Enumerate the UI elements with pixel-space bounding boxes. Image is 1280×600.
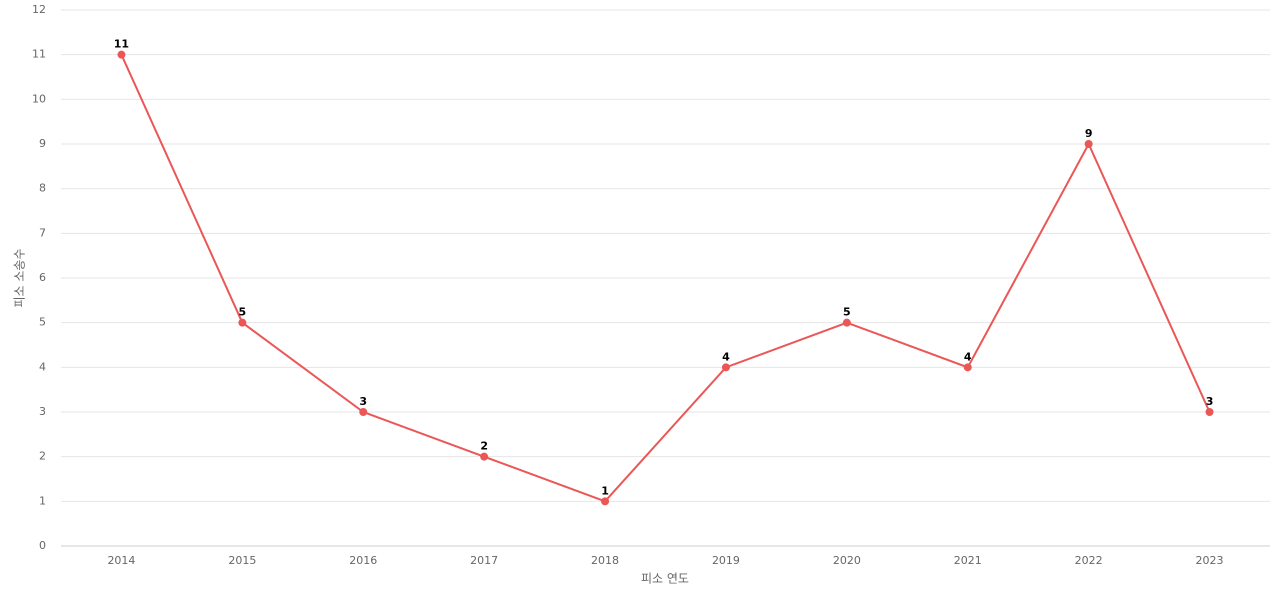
- y-tick-label: 10: [32, 92, 46, 105]
- x-tick-label: 2015: [228, 554, 256, 567]
- y-tick-label: 3: [39, 405, 46, 418]
- value-label: 2: [480, 440, 488, 453]
- y-tick-label: 4: [39, 360, 46, 373]
- point: [601, 497, 610, 506]
- point: [963, 363, 972, 372]
- value-label: 4: [722, 350, 730, 363]
- point: [480, 452, 489, 461]
- value-label: 3: [1206, 395, 1214, 408]
- y-tick-label: 2: [39, 450, 46, 463]
- y-tick-label: 5: [39, 316, 46, 329]
- point: [238, 318, 247, 327]
- x-tick-label: 2017: [470, 554, 498, 567]
- y-tick-label: 12: [32, 3, 46, 16]
- value-label: 9: [1085, 127, 1093, 140]
- y-tick-label: 7: [39, 226, 46, 239]
- line: [120, 54, 1211, 503]
- x-tick-label: 2016: [349, 554, 377, 567]
- y-tick-label: 1: [39, 494, 46, 507]
- y-tick-label: 11: [32, 48, 46, 61]
- x-tick-label: 2021: [954, 554, 982, 567]
- y-axis-label: 피소 소송수: [13, 248, 27, 307]
- value-label: 1: [601, 484, 609, 497]
- y-tick-label: 0: [39, 539, 46, 552]
- x-tick-label: 2018: [591, 554, 619, 567]
- x-tick-label: 2022: [1075, 554, 1103, 567]
- value-label: 4: [964, 350, 972, 363]
- x-tick-label: 2023: [1196, 554, 1224, 567]
- point: [721, 363, 730, 372]
- x-tick-label: 2014: [107, 554, 135, 567]
- value-label: 11: [114, 38, 129, 51]
- y-tick-label: 6: [39, 271, 46, 284]
- x-axis-label: 피소 연도: [641, 572, 689, 586]
- point: [842, 318, 851, 327]
- y-tick-label: 9: [39, 137, 46, 150]
- value-label: 3: [359, 395, 367, 408]
- y-tick-label: 8: [39, 182, 46, 195]
- value-label: 5: [239, 306, 247, 319]
- point: [1084, 140, 1093, 148]
- value-label: 5: [843, 306, 851, 319]
- x-tick-label: 2019: [712, 554, 740, 567]
- point: [359, 408, 368, 416]
- x-tick-label: 2020: [833, 554, 861, 567]
- point: [117, 50, 126, 59]
- point: [1205, 408, 1214, 416]
